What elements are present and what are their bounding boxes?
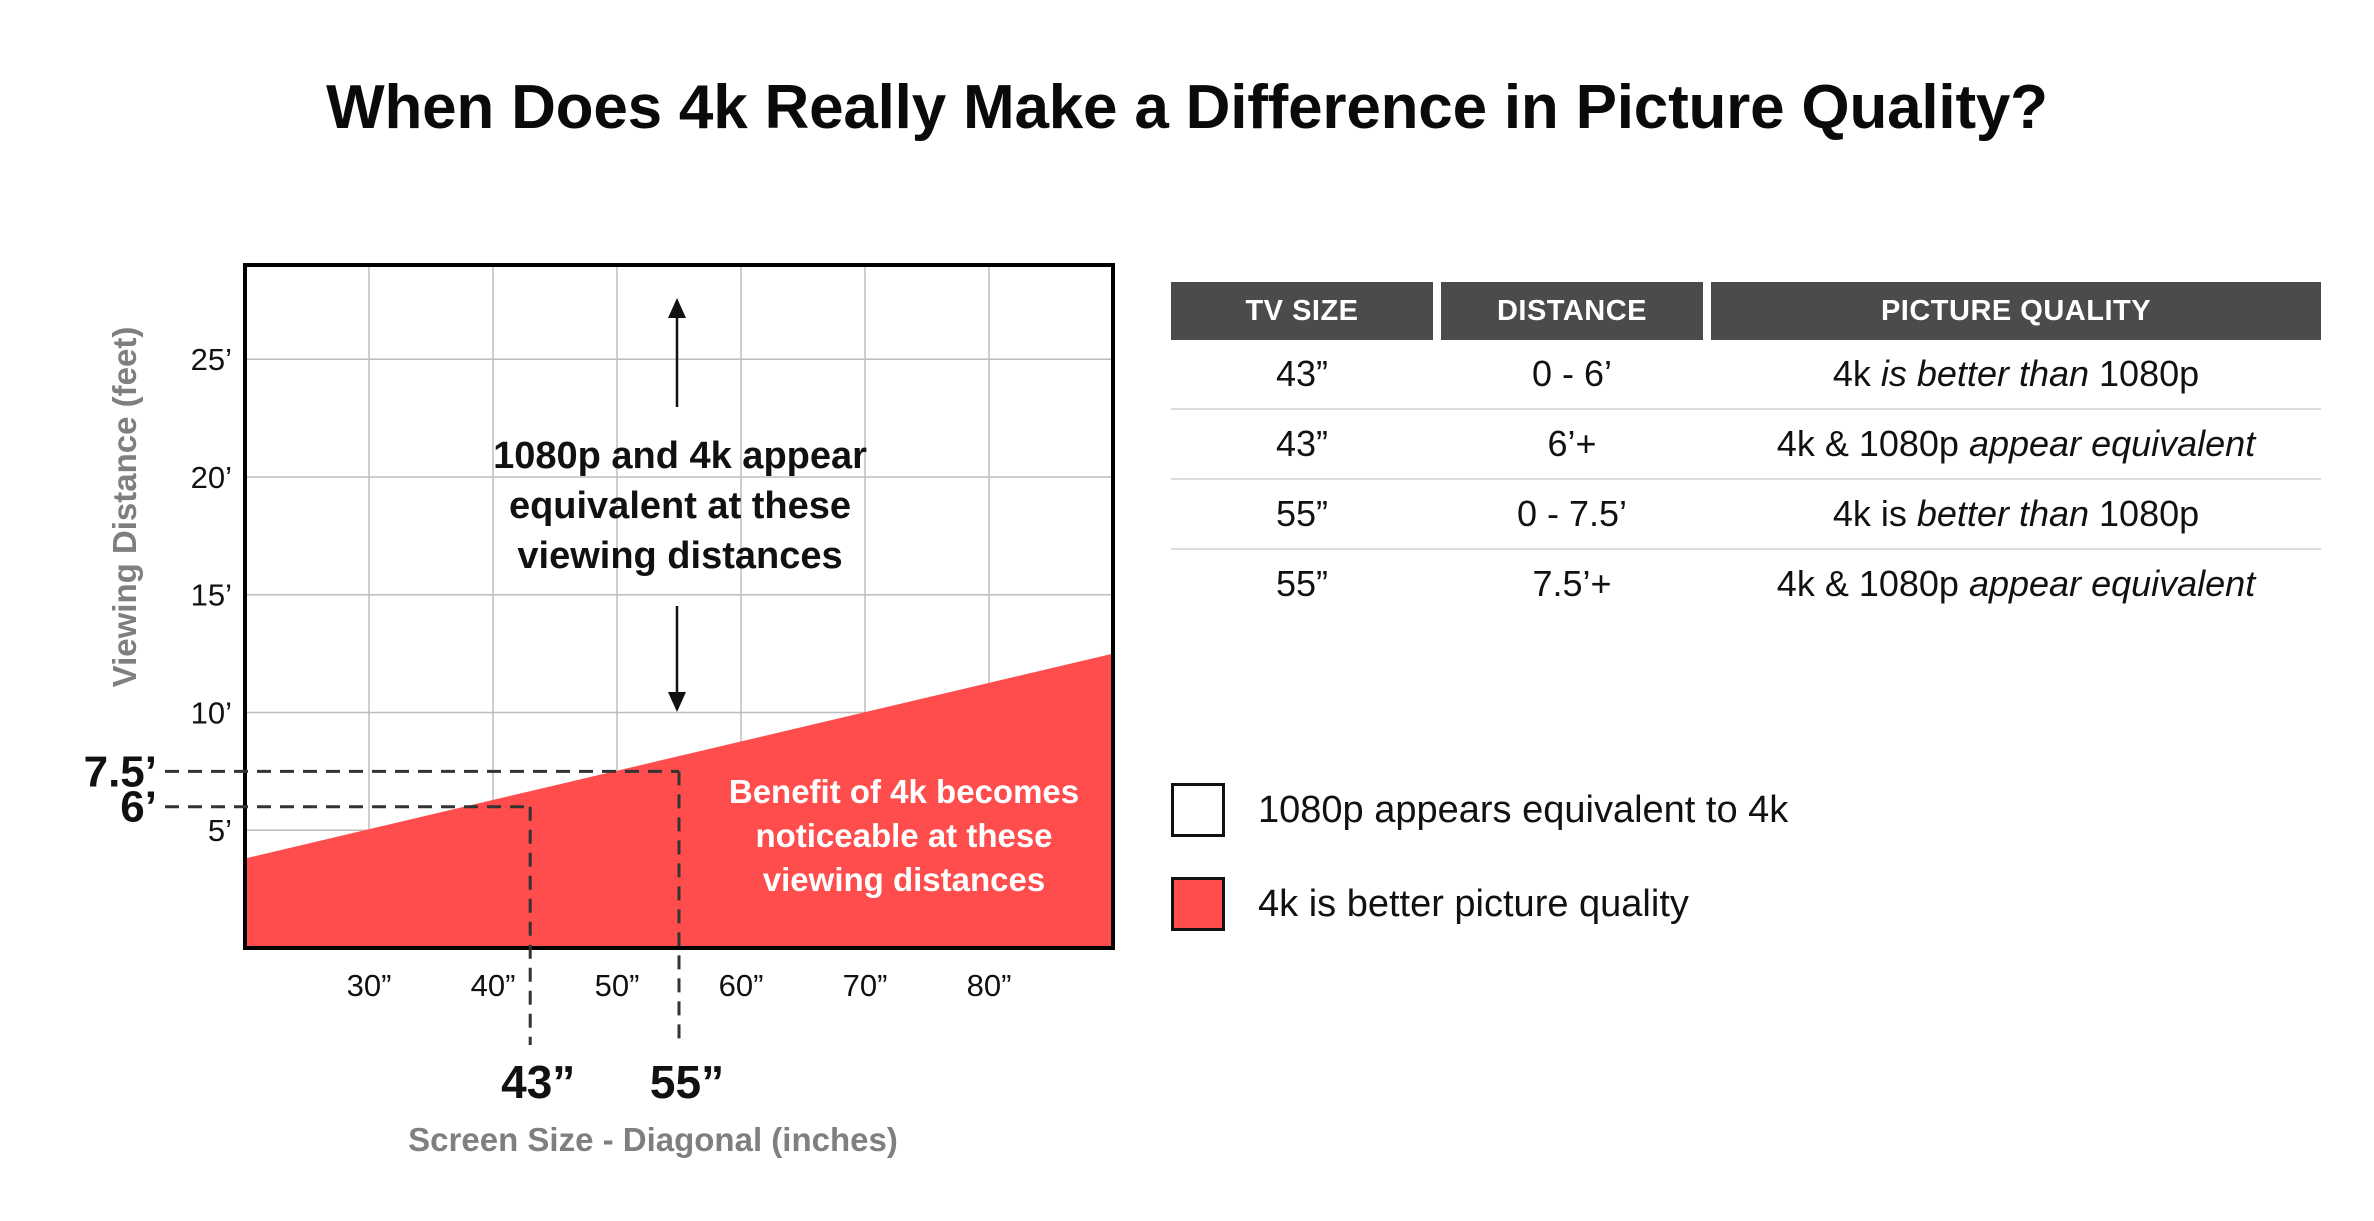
annotation-upper-line: 1080p and 4k appear: [493, 435, 867, 477]
y-tick-label: 15’: [191, 578, 232, 613]
annotation-lower-line: Benefit of 4k becomes: [729, 773, 1079, 810]
quality-part: 4k & 1080p: [1776, 563, 1959, 604]
y-tick-label: 25’: [191, 342, 232, 377]
y-axis-title: Viewing Distance (feet): [106, 327, 143, 688]
header-picture-quality: PICTURE QUALITY: [1711, 282, 2321, 340]
table-row: 43” 0 - 6’ 4k is better than 1080p: [1171, 340, 2321, 410]
page-title: When Does 4k Really Make a Difference in…: [326, 73, 2048, 142]
arrow-up-head: [668, 298, 686, 318]
cell-distance: 0 - 7.5’: [1516, 493, 1628, 534]
picture-quality-table: TV SIZE DISTANCE PICTURE QUALITY 43” 0 -…: [1171, 282, 2321, 618]
quality-part-italic: appear equivalent: [1968, 563, 2256, 604]
cell-tv-size: 55”: [1275, 563, 1329, 604]
legend-swatch-white: [1171, 783, 1225, 837]
header-distance: DISTANCE: [1441, 282, 1703, 340]
x-axis-title: Screen Size - Diagonal (inches): [408, 1121, 898, 1158]
marker-x-label: 55”: [650, 1056, 724, 1108]
annotation-upper-line: equivalent at these: [509, 485, 851, 527]
marker-y-label: 6’: [120, 783, 157, 832]
cell-tv-size: 43”: [1275, 353, 1329, 394]
cell-tv-size: 43”: [1275, 423, 1329, 464]
x-tick-label: 30”: [347, 968, 392, 1003]
x-tick-label: 60”: [719, 968, 764, 1003]
y-tick-label: 10’: [191, 695, 232, 730]
table-row: 55” 0 - 7.5’ 4k is better than 1080p: [1171, 480, 2321, 550]
annotation-lower-line: noticeable at these: [755, 817, 1052, 854]
legend-label: 1080p appears equivalent to 4k: [1258, 789, 1789, 831]
table-header: TV SIZE DISTANCE PICTURE QUALITY: [1171, 282, 2321, 340]
arrow-down-head: [668, 692, 686, 712]
quality-part-italic: appear equivalent: [1968, 423, 2256, 464]
cell-picture-quality: 4k is better than 1080p: [1711, 340, 2321, 408]
cell-distance: 6’+: [1547, 423, 1597, 464]
annotations: 1080p and 4k appear equivalent at these vi…: [493, 298, 1079, 898]
cell-picture-quality: 4k & 1080p appear equivalent: [1711, 410, 2321, 478]
quality-part: 4k & 1080p: [1776, 423, 1959, 464]
y-tick-label: 20’: [191, 460, 232, 495]
x-tick-label: 80”: [967, 968, 1012, 1003]
quality-part-italic: is better than: [1880, 353, 2090, 394]
grid-lines: [245, 265, 1113, 948]
cell-tv-size: 55”: [1275, 493, 1329, 534]
cell-distance: 0 - 6’: [1531, 353, 1613, 394]
header-tv-size: TV SIZE: [1171, 282, 1433, 340]
legend-label: 4k is better picture quality: [1258, 883, 1689, 925]
annotation-lower-line: viewing distances: [763, 861, 1045, 898]
cell-picture-quality: 4k is better than 1080p: [1711, 480, 2321, 548]
x-tick-label: 50”: [595, 968, 640, 1003]
cell-picture-quality: 4k & 1080p appear equivalent: [1711, 550, 2321, 618]
table-row: 43” 6’+ 4k & 1080p appear equivalent: [1171, 410, 2321, 480]
x-tick-label: 40”: [471, 968, 516, 1003]
table-row: 55” 7.5’+ 4k & 1080p appear equivalent: [1171, 550, 2321, 618]
annotation-upper-line: viewing distances: [517, 535, 842, 577]
quality-part: 4k: [1832, 353, 1871, 394]
marker-x-label: 43”: [501, 1056, 575, 1108]
plot-frame: [243, 263, 1115, 950]
y-tick-labels: 5’ 10’ 15’ 20’ 25’: [191, 342, 232, 848]
x-tick-labels: 30” 40” 50” 60” 70” 80”: [347, 968, 1012, 1003]
marker-y-label: 7.5’: [84, 747, 157, 796]
quality-part-italic: better than: [1916, 493, 2090, 534]
cell-distance: 7.5’+: [1532, 563, 1612, 604]
quality-part: 1080p: [2099, 493, 2200, 534]
quality-part: 1080p: [2099, 353, 2200, 394]
x-tick-label: 70”: [843, 968, 888, 1003]
legend-swatch-red: [1171, 877, 1225, 931]
marker-lines: 6’ 43” 7.5’ 55”: [84, 747, 724, 1108]
y-tick-label: 5’: [208, 813, 232, 848]
quality-part: 4k is: [1832, 493, 1907, 534]
